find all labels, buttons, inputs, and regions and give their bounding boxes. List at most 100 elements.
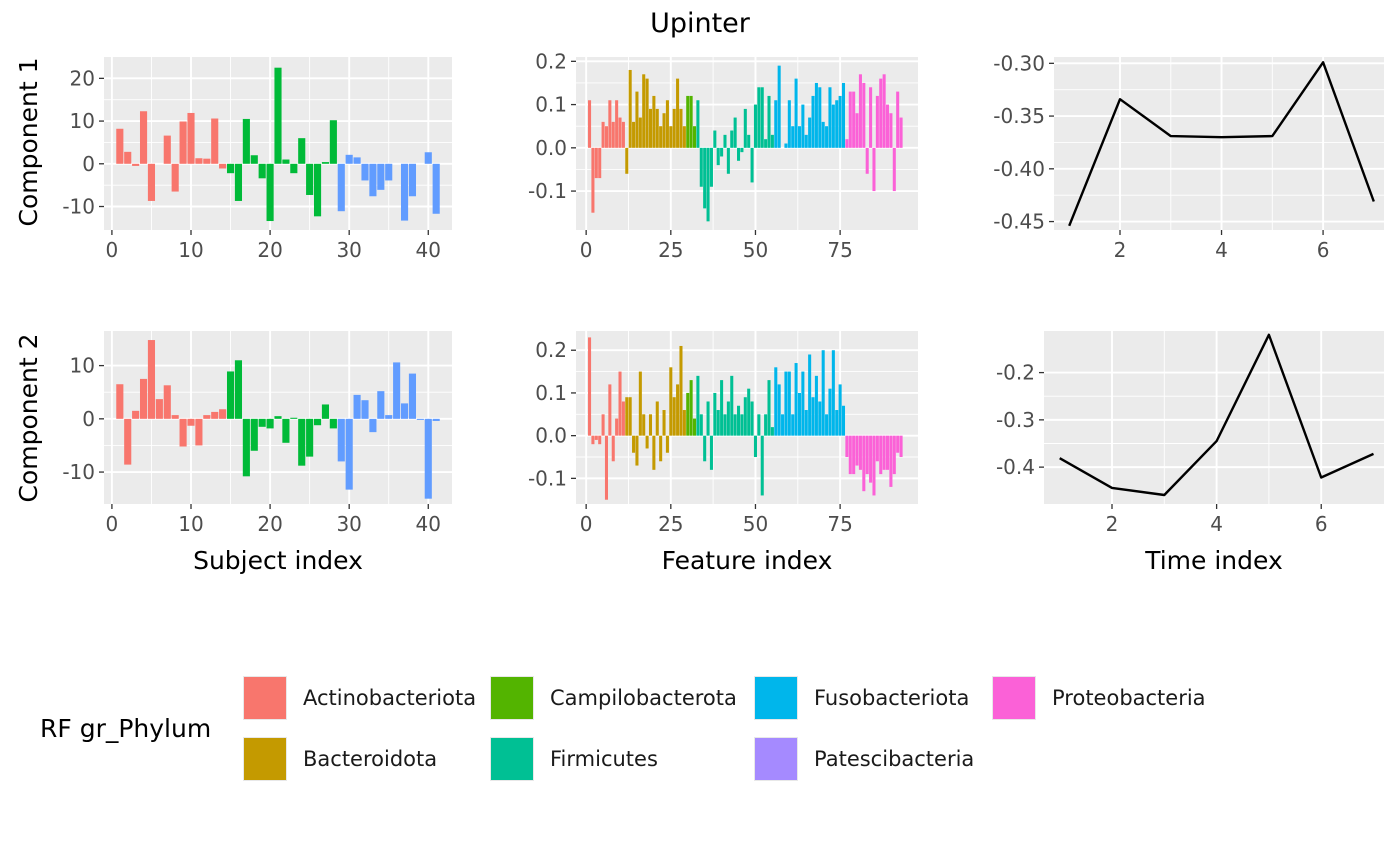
y-tick-label: 10: [70, 109, 95, 133]
bar: [821, 121, 825, 148]
bar: [794, 78, 798, 148]
bar: [329, 120, 337, 164]
bar: [385, 163, 393, 181]
bar: [777, 65, 781, 148]
legend-label: Actinobacteriota: [303, 686, 477, 710]
bar: [274, 416, 282, 419]
y-tick-label: 0.1: [535, 381, 567, 405]
bar: [642, 74, 646, 148]
bar: [899, 435, 903, 458]
bar: [598, 147, 602, 179]
bar: [611, 435, 615, 462]
bar: [882, 435, 886, 470]
panel-c1-feature: -0.1 0.0 0.1 0.2 0 25 50 75: [528, 49, 918, 262]
bar: [669, 367, 673, 436]
bar: [594, 435, 598, 440]
bar: [608, 384, 612, 436]
bar: [226, 371, 235, 419]
x-tick-label: 30: [336, 512, 361, 536]
bar: [179, 418, 187, 447]
bar: [676, 78, 680, 148]
bar: [282, 418, 290, 443]
bar: [353, 157, 361, 164]
bar: [604, 435, 608, 500]
x-tick-label: 40: [416, 238, 441, 262]
bar: [211, 411, 219, 419]
y-tick-label: -0.1: [528, 179, 567, 203]
bar: [361, 163, 369, 181]
bar: [313, 418, 322, 426]
x-tick-label: 50: [743, 512, 768, 536]
bar: [818, 401, 822, 436]
bar: [825, 126, 829, 148]
bar: [337, 163, 345, 212]
x-tick-label: 75: [827, 238, 852, 262]
bar: [195, 418, 203, 446]
panel-background: [1054, 57, 1384, 230]
bar: [242, 118, 250, 164]
bar: [770, 427, 774, 436]
panel-c2-feature: -0.1 0.0 0.1 0.2 0 25 50 75: [528, 331, 918, 536]
bar: [642, 414, 646, 436]
x-tick-label: 40: [416, 512, 441, 536]
row-label-component-1: Component 1: [14, 58, 43, 227]
legend-item-actinobacteriota: Actinobacteriota: [243, 674, 476, 722]
bar: [608, 100, 612, 148]
bar: [733, 117, 737, 148]
bar: [896, 435, 900, 453]
bar: [699, 147, 703, 187]
y-tick-label: 0: [82, 407, 95, 431]
bar: [855, 113, 859, 148]
bar: [226, 163, 235, 174]
legend-swatch: [243, 676, 287, 720]
bar: [787, 371, 791, 436]
bar: [377, 163, 385, 190]
bar: [797, 126, 802, 148]
legend-label: Patescibacteria: [814, 747, 975, 771]
bar: [665, 100, 669, 148]
bar: [625, 147, 629, 174]
bar: [845, 139, 849, 148]
y-tick-label: 0.0: [535, 136, 567, 160]
bar: [203, 415, 211, 419]
legend-item-fusobacteriota: Fusobacteriota: [754, 674, 969, 722]
bar: [879, 78, 883, 148]
y-tick-label: 0.0: [535, 424, 567, 448]
bar: [258, 163, 266, 179]
bar: [784, 371, 788, 436]
y-tick-label: -0.30: [993, 51, 1045, 75]
bar: [797, 392, 802, 436]
bar: [615, 418, 619, 436]
bar: [588, 337, 592, 436]
bar: [740, 414, 744, 436]
bar: [353, 394, 361, 419]
bar: [648, 108, 653, 148]
bar: [604, 126, 608, 148]
bar: [801, 104, 805, 148]
legend-label: Firmicutes: [550, 747, 658, 771]
bar: [635, 91, 639, 148]
bar: [672, 397, 676, 436]
series-line: [1059, 333, 1374, 497]
bar: [385, 415, 393, 419]
bar: [195, 158, 203, 164]
bar: [655, 401, 659, 436]
legend-item-proteobacteria: Proteobacteria: [992, 674, 1206, 722]
bar: [845, 435, 849, 458]
y-tick-label: -0.40: [993, 157, 1045, 181]
bar: [703, 435, 707, 462]
legend-swatch: [754, 676, 798, 720]
bar: [591, 435, 595, 445]
y-tick-label: -0.1: [528, 466, 567, 490]
bar: [872, 435, 876, 496]
bar: [855, 435, 859, 466]
bar: [203, 158, 211, 164]
x-axis-label-feature: Feature index: [662, 546, 833, 575]
bar: [889, 435, 893, 487]
bar: [234, 360, 243, 419]
x-tick-label: 25: [658, 512, 683, 536]
bar: [753, 435, 757, 458]
x-tick-label: 0: [106, 238, 119, 262]
bar: [858, 435, 862, 470]
